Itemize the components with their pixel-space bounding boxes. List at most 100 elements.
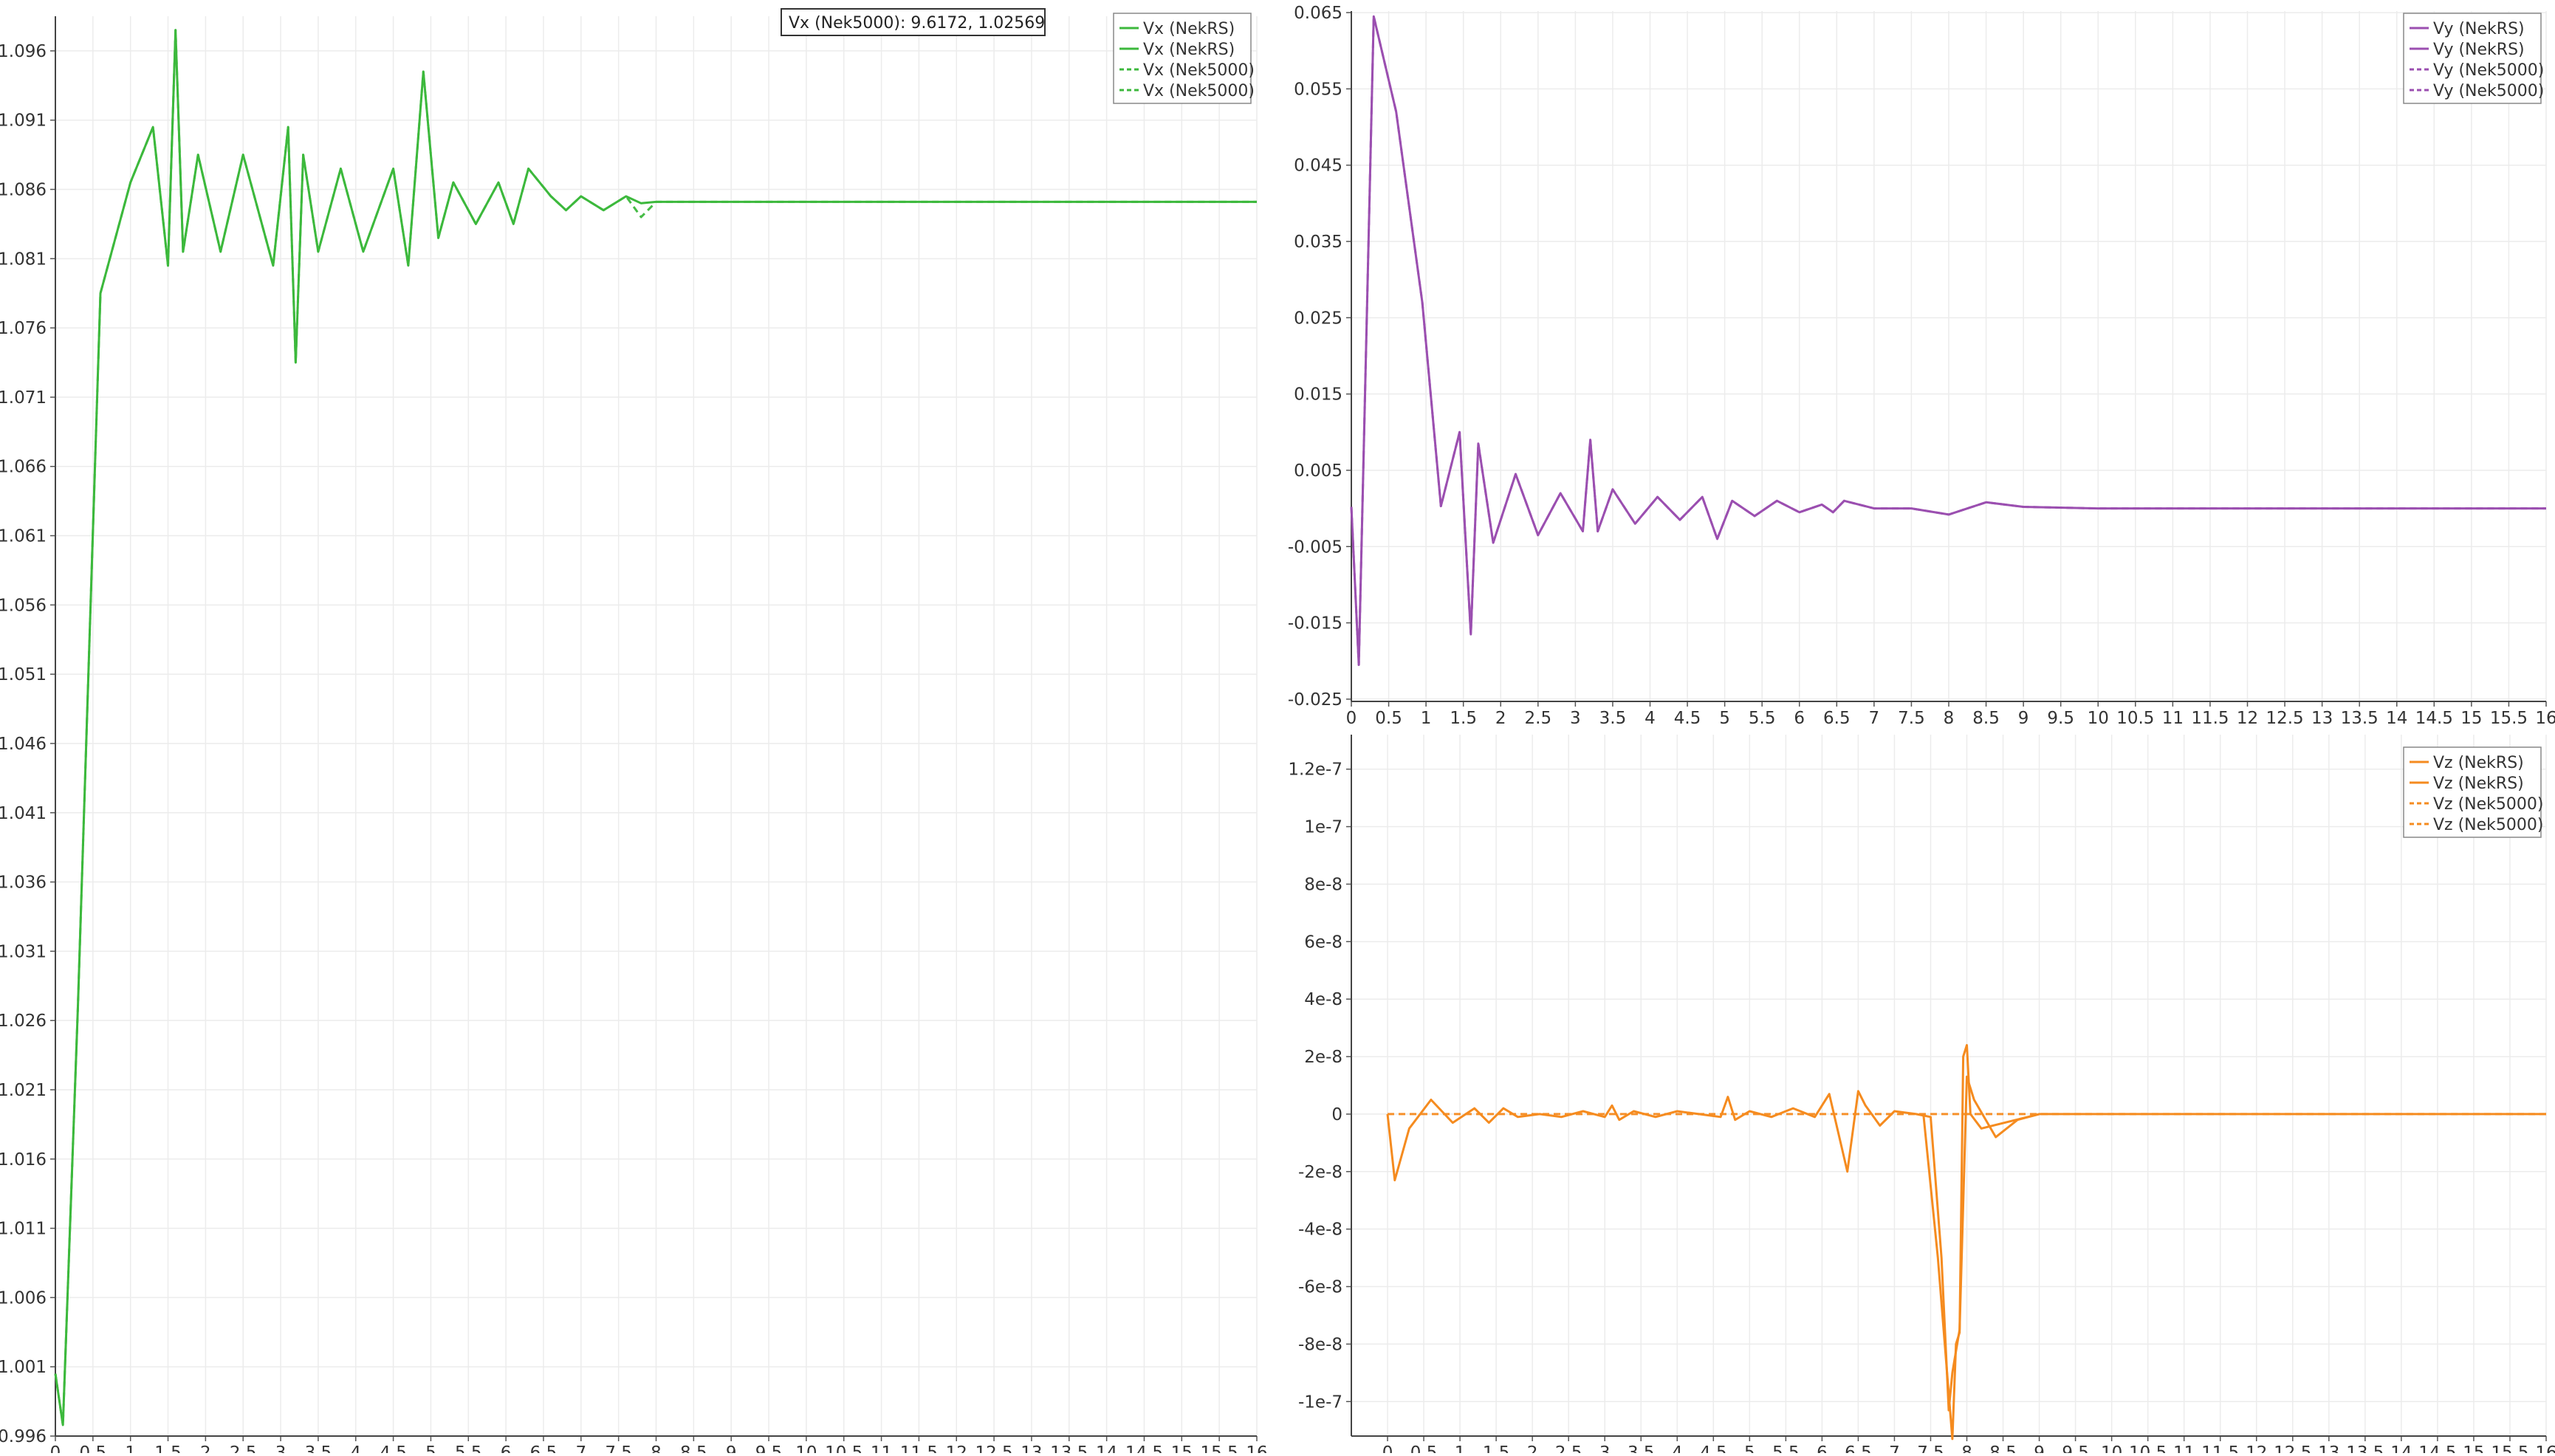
vx-y-tick-label: 1.066 <box>0 458 47 477</box>
vz-x-tick-label: 9.5 <box>2062 1443 2089 1453</box>
vy-y-tick-label: 0.015 <box>1294 385 1342 405</box>
vz-series-line[interactable] <box>1922 1044 2040 1440</box>
vx-legend-label: Vx (NekRS) <box>1143 41 1235 59</box>
vz-x-tick-label: 0.5 <box>1410 1443 1438 1453</box>
vy-y-tick-label: 0.025 <box>1294 309 1342 328</box>
vy-x-tick-label: 3 <box>1570 709 1581 728</box>
vx-x-tick-label: 0 <box>50 1443 61 1453</box>
vy-x-tick-label: 6.5 <box>1823 709 1851 728</box>
vx-x-tick-label: 16 <box>1246 1443 1267 1453</box>
vx-y-tick-label: 0.996 <box>0 1427 47 1446</box>
vx-x-tick-label: 1 <box>125 1443 136 1453</box>
vy-x-tick-label: 9 <box>2018 709 2029 728</box>
vz-y-tick-label: 0 <box>1331 1105 1342 1124</box>
vx-x-tick-label: 2 <box>200 1443 211 1453</box>
vx-chart[interactable]: 0 0.5 1 1.5 2 2.5 3 3.5 4 4.5 5 5.5 6 6.5 7 7.5 8 8.5 9 9.5… <box>0 13 1268 1456</box>
vz-y-tick-label: -1e-7 <box>1298 1393 1342 1412</box>
vy-x-tick-label: 11.5 <box>2191 709 2229 728</box>
vz-x-tick-label: 13.5 <box>2346 1443 2384 1453</box>
vz-y-tick-label: 2e-8 <box>1304 1048 1342 1067</box>
vy-x-tick-label: 15.5 <box>2490 709 2528 728</box>
vy-x-tick-label: 16 <box>2535 709 2555 728</box>
vz-x-tick-label: 8.5 <box>1989 1443 2017 1453</box>
vx-x-tick-label: 15 <box>1171 1443 1193 1453</box>
vx-x-tick-label: 7.5 <box>605 1443 632 1453</box>
vz-y-tick-label: -4e-8 <box>1298 1220 1342 1240</box>
vx-y-tick-label: 1.031 <box>0 942 47 961</box>
vx-y-tick-label: 1.091 <box>0 111 47 131</box>
vy-x-tick-label: 4 <box>1645 709 1656 728</box>
vx-x-tick-label: 6 <box>501 1443 512 1453</box>
vx-legend-label: Vx (NekRS) <box>1143 20 1235 38</box>
vx-y-tick-label: 1.046 <box>0 735 47 754</box>
vz-y-tick-label: 6e-8 <box>1304 933 1342 952</box>
vz-x-tick-label: 6 <box>1817 1443 1828 1453</box>
vy-x-tick-label: 7 <box>1869 709 1880 728</box>
vy-x-tick-label: 2.5 <box>1525 709 1552 728</box>
vy-x-tick-label: 9.5 <box>2047 709 2074 728</box>
vz-x-tick-label: 4 <box>1672 1443 1683 1453</box>
vx-x-tick-label: 3.5 <box>305 1443 332 1453</box>
vz-x-tick-label: 15.5 <box>2491 1443 2528 1453</box>
vx-x-tick-label: 9.5 <box>755 1443 783 1453</box>
vy-x-tick-label: 1.5 <box>1450 709 1477 728</box>
vz-x-tick-label: 14.5 <box>2418 1443 2456 1453</box>
vx-x-tick-label: 12 <box>946 1443 967 1453</box>
vx-x-tick-label: 1.5 <box>154 1443 182 1453</box>
vx-x-tick-label: 8.5 <box>680 1443 707 1453</box>
vy-x-tick-label: 6 <box>1794 709 1805 728</box>
vy-legend-label: Vy (Nek5000) <box>2433 61 2544 80</box>
vz-legend-label: Vz (Nek5000) <box>2433 816 2543 834</box>
vx-x-tick-label: 5 <box>425 1443 436 1453</box>
vx-y-tick-label: 1.001 <box>0 1358 47 1377</box>
vy-x-tick-label: 4.5 <box>1674 709 1701 728</box>
vz-x-tick-label: 15 <box>2463 1443 2484 1453</box>
vy-x-tick-label: 15 <box>2460 709 2482 728</box>
vy-chart[interactable]: 0 0.5 1 1.5 2 2.5 3 3.5 4 4.5 5 5.5 6 6.5 7 7.5 8 8.5 9 9.5… <box>1288 4 2555 728</box>
vx-y-tick-label: 1.016 <box>0 1150 47 1170</box>
vy-series-line[interactable] <box>1350 15 2546 666</box>
vy-y-tick-label: 0.035 <box>1294 233 1342 252</box>
vy-x-tick-label: 3.5 <box>1599 709 1627 728</box>
vz-x-tick-label: 1.5 <box>1483 1443 1510 1453</box>
vz-plot-area <box>1351 735 2546 1436</box>
vz-x-tick-label: 4.5 <box>1700 1443 1727 1453</box>
vy-x-tick-label: 10 <box>2088 709 2109 728</box>
vx-y-tick-label: 1.006 <box>0 1288 47 1308</box>
vx-y-tick-label: 1.011 <box>0 1220 47 1239</box>
vz-legend-label: Vz (NekRS) <box>2433 775 2524 793</box>
vy-y-tick-label: 0.065 <box>1294 4 1342 23</box>
vy-x-tick-label: 0.5 <box>1375 709 1402 728</box>
vz-x-tick-label: 2.5 <box>1555 1443 1582 1453</box>
vx-x-tick-label: 8 <box>651 1443 662 1453</box>
vz-x-tick-label: 9 <box>2034 1443 2045 1453</box>
vy-legend-label: Vy (NekRS) <box>2433 41 2525 59</box>
vz-x-tick-label: 5.5 <box>1772 1443 1800 1453</box>
vy-x-tick-label: 13.5 <box>2341 709 2379 728</box>
vy-x-tick-label: 2 <box>1495 709 1506 728</box>
vx-x-tick-label: 4 <box>350 1443 361 1453</box>
vz-chart[interactable]: 0 0.5 1 1.5 2 2.5 3 3.5 4 4.5 5 5.5 6 6.5 7 7.5 8 8.5 9 9.5… <box>1288 735 2555 1456</box>
vz-x-tick-label: 3 <box>1599 1443 1611 1453</box>
vy-x-tick-label: 12.5 <box>2266 709 2303 728</box>
vz-x-tick-label: 6.5 <box>1845 1443 1872 1453</box>
vx-y-tick-label: 1.021 <box>0 1081 47 1100</box>
vy-x-tick-label: 14.5 <box>2415 709 2453 728</box>
vx-y-tick-label: 1.086 <box>0 181 47 200</box>
vy-y-tick-label: 0.045 <box>1294 157 1342 176</box>
tooltip-text: Vx (Nek5000): 9.6172, 1.02569 <box>789 14 1045 32</box>
vz-x-tick-label: 0 <box>1382 1443 1393 1453</box>
vy-x-tick-label: 1 <box>1421 709 1432 728</box>
vx-y-tick-label: 1.026 <box>0 1012 47 1031</box>
vz-x-tick-label: 8 <box>1961 1443 1972 1453</box>
vz-x-tick-label: 5 <box>1744 1443 1755 1453</box>
vx-series-line[interactable] <box>54 29 1257 1426</box>
vx-x-tick-label: 15.5 <box>1201 1443 1238 1453</box>
vx-legend: Vx (NekRS) Vx (NekRS) Vx (Nek5000) Vx (Nek5… <box>1113 13 1255 104</box>
vx-y-tick-label: 1.096 <box>0 42 47 61</box>
vx-y-tick-label: 1.036 <box>0 873 47 893</box>
vy-x-tick-label: 13 <box>2311 709 2333 728</box>
vz-x-tick-label: 7.5 <box>1917 1443 1944 1453</box>
vx-x-tick-label: 9 <box>726 1443 737 1453</box>
vz-y-tick-label: -2e-8 <box>1298 1163 1342 1182</box>
